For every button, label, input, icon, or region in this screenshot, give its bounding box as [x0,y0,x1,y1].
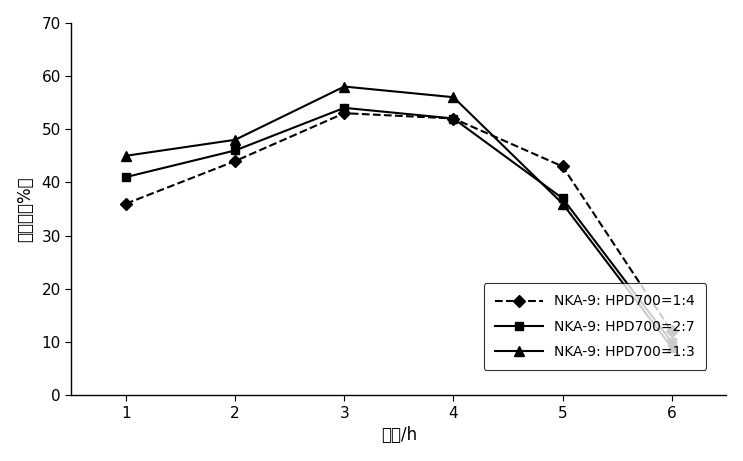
Line: NKA-9: HPD700=1:3: NKA-9: HPD700=1:3 [121,82,677,352]
NKA-9: HPD700=1:4: (1, 36): HPD700=1:4: (1, 36) [122,201,131,207]
NKA-9: HPD700=1:3: (3, 58): HPD700=1:3: (3, 58) [340,84,348,89]
NKA-9: HPD700=2:7: (6, 10): HPD700=2:7: (6, 10) [667,339,676,345]
NKA-9: HPD700=1:4: (4, 52): HPD700=1:4: (4, 52) [449,116,458,121]
NKA-9: HPD700=1:4: (3, 53): HPD700=1:4: (3, 53) [340,111,348,116]
NKA-9: HPD700=1:3: (5, 36): HPD700=1:3: (5, 36) [558,201,567,207]
NKA-9: HPD700=1:4: (5, 43): HPD700=1:4: (5, 43) [558,164,567,169]
NKA-9: HPD700=1:3: (4, 56): HPD700=1:3: (4, 56) [449,95,458,100]
NKA-9: HPD700=2:7: (5, 37): HPD700=2:7: (5, 37) [558,195,567,201]
Legend: NKA-9: HPD700=1:4, NKA-9: HPD700=2:7, NKA-9: HPD700=1:3: NKA-9: HPD700=1:4, NKA-9: HPD700=2:7, NK… [484,284,707,370]
NKA-9: HPD700=1:3: (6, 9): HPD700=1:3: (6, 9) [667,345,676,350]
Line: NKA-9: HPD700=2:7: NKA-9: HPD700=2:7 [122,104,676,346]
Line: NKA-9: HPD700=1:4: NKA-9: HPD700=1:4 [122,109,676,336]
NKA-9: HPD700=1:4: (2, 44): HPD700=1:4: (2, 44) [230,158,239,164]
NKA-9: HPD700=2:7: (1, 41): HPD700=2:7: (1, 41) [122,174,131,180]
NKA-9: HPD700=2:7: (2, 46): HPD700=2:7: (2, 46) [230,148,239,153]
NKA-9: HPD700=2:7: (4, 52): HPD700=2:7: (4, 52) [449,116,458,121]
X-axis label: 时间/h: 时间/h [381,426,417,444]
NKA-9: HPD700=1:4: (6, 12): HPD700=1:4: (6, 12) [667,329,676,334]
NKA-9: HPD700=1:3: (1, 45): HPD700=1:3: (1, 45) [122,153,131,159]
NKA-9: HPD700=2:7: (3, 54): HPD700=2:7: (3, 54) [340,105,348,111]
Y-axis label: 解吸率（%）: 解吸率（%） [16,176,35,242]
NKA-9: HPD700=1:3: (2, 48): HPD700=1:3: (2, 48) [230,137,239,142]
